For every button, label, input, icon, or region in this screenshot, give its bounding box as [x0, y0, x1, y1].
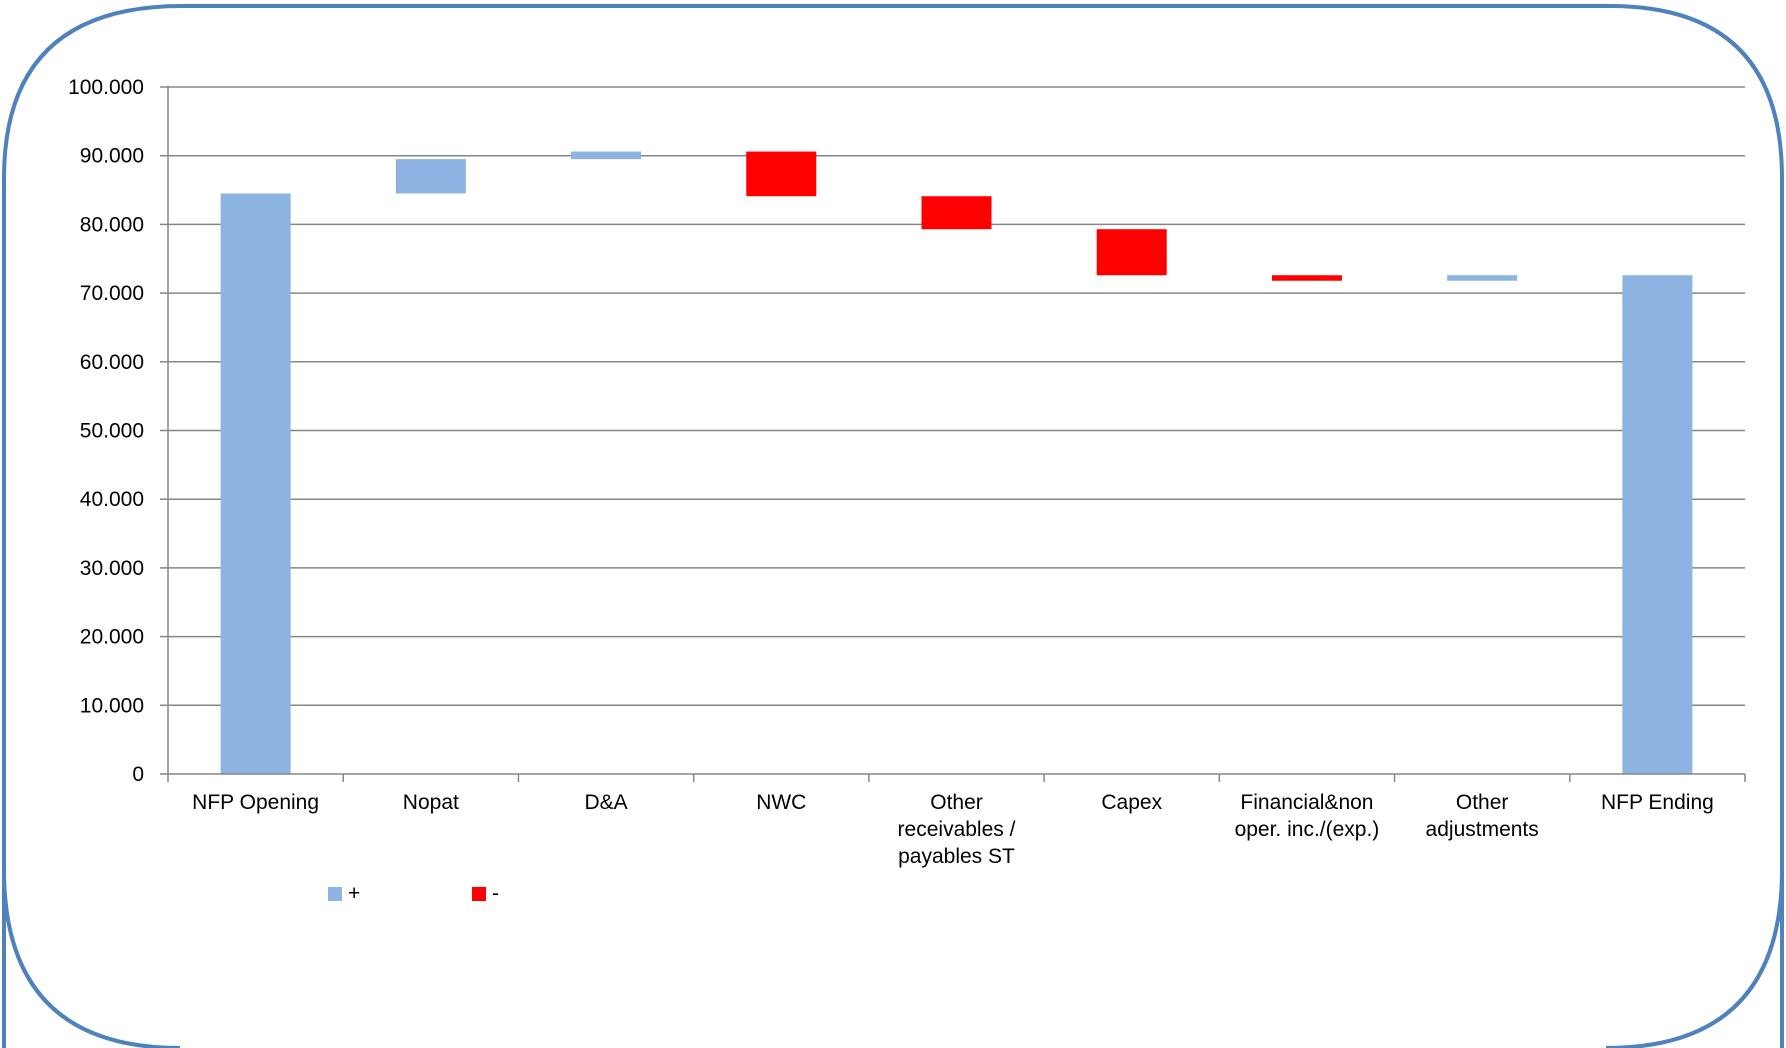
legend-label: + — [348, 882, 360, 905]
x-category-label: Other adjustments — [1426, 791, 1539, 841]
frame-bottom-left-corner — [2, 869, 181, 1048]
bar-positive — [1622, 275, 1693, 774]
bar-negative — [1271, 275, 1342, 281]
bars — [220, 151, 1693, 775]
axes — [160, 86, 1746, 782]
bar-positive — [571, 151, 642, 160]
x-category-label: Capex — [1101, 791, 1162, 814]
y-tick-label: 20.000 — [80, 626, 144, 649]
y-tick-label: 60.000 — [80, 351, 144, 374]
y-tick-label: 70.000 — [80, 282, 144, 305]
y-axis-tick-labels: 0 10.000 20.000 30.000 40.000 50.000 60.000 70.… — [68, 76, 144, 786]
y-tick-label: 100.000 — [68, 76, 144, 99]
bar-negative — [921, 196, 992, 230]
y-tick-label: 40.000 — [80, 488, 144, 511]
y-tick-label: 50.000 — [80, 420, 144, 443]
bar-positive — [220, 193, 291, 775]
x-category-label: Financial&non oper. inc./(exp.) — [1235, 791, 1380, 841]
y-tick-label: 10.000 — [80, 694, 144, 717]
bar-positive — [395, 159, 466, 194]
x-category-label: Other receivables / payables ST — [898, 791, 1016, 868]
bar-positive — [1447, 275, 1518, 281]
bar-negative — [746, 151, 817, 197]
x-category-label: Nopat — [403, 791, 459, 814]
x-category-label: D&A — [584, 791, 627, 814]
legend-swatch — [328, 887, 342, 901]
x-category-label: NFP Opening — [192, 791, 319, 814]
x-category-label: NWC — [756, 791, 806, 814]
y-tick-label: 30.000 — [80, 557, 144, 580]
y-tick-label: 0 — [132, 763, 144, 786]
legend: + - — [328, 882, 499, 905]
frame-bottom-right-corner — [1605, 869, 1784, 1048]
legend-label: - — [492, 882, 499, 905]
x-axis-category-labels: NFP Opening Nopat D&A NWC Other receivables /… — [192, 791, 1714, 868]
frame-border — [2, 4, 1784, 1048]
legend-swatch — [472, 887, 486, 901]
gridlines — [168, 86, 1745, 707]
y-tick-label: 90.000 — [80, 145, 144, 168]
bar-negative — [1096, 229, 1167, 276]
y-tick-label: 80.000 — [80, 213, 144, 236]
x-category-label: NFP Ending — [1601, 791, 1714, 814]
